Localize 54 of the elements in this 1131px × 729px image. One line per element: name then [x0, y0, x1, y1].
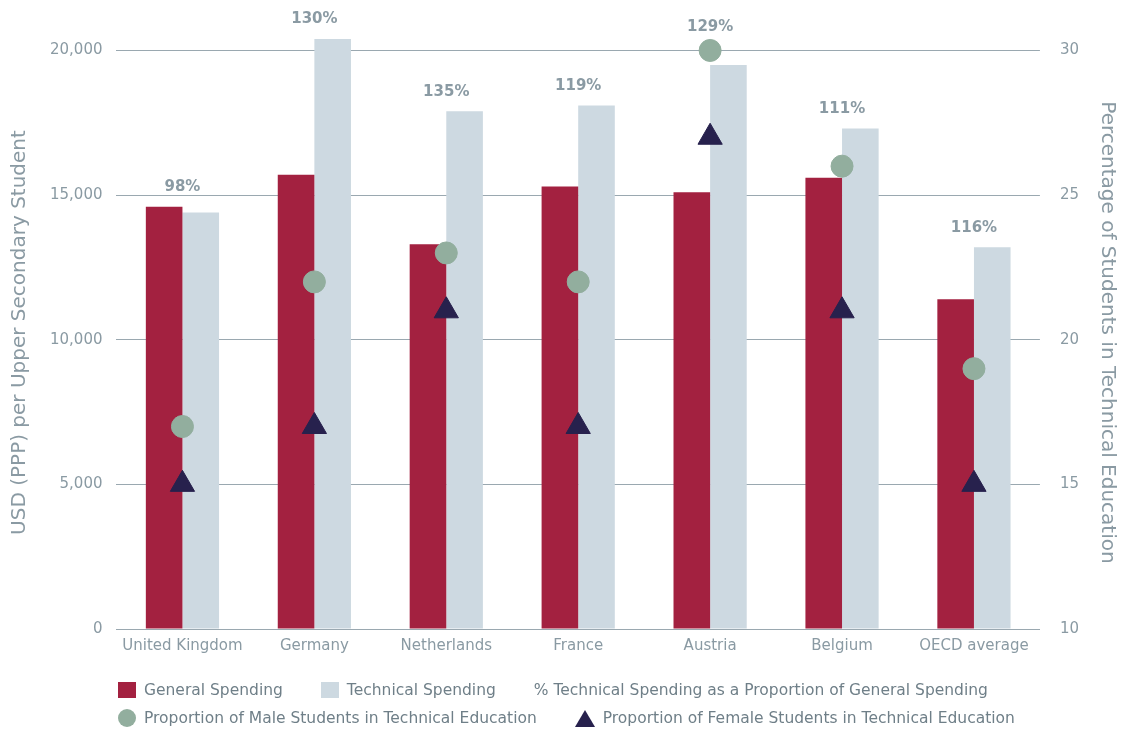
y-tick-label: 10,000 [49, 329, 103, 348]
point [169, 469, 196, 492]
y2-axis-title: Percentage of Students in Technical Education [1096, 101, 1121, 564]
annotation: 116% [950, 217, 998, 236]
annotation: 130% [291, 9, 338, 28]
legend-label: Proportion of Male Students in Technical Education [144, 709, 537, 727]
bar [937, 299, 974, 629]
x-tick-label: Belgium [811, 635, 873, 654]
bar [541, 186, 579, 629]
bar [145, 206, 183, 629]
y2-tick-label: 30 [1059, 40, 1080, 59]
annotation: 129% [686, 16, 734, 35]
y-tick-label: 5,000 [59, 474, 103, 493]
point [830, 154, 854, 178]
point [698, 38, 722, 62]
y2-tick-label: 15 [1059, 474, 1080, 493]
y2-tick-label: 25 [1059, 184, 1080, 203]
point [433, 296, 459, 319]
bar [673, 192, 711, 629]
y-tick-label: 0 [92, 618, 103, 637]
bar [446, 111, 483, 629]
x-tick-label: Netherlands [400, 635, 493, 654]
y2-tick-label: 10 [1059, 618, 1080, 637]
point [961, 469, 987, 492]
x-tick-label: Austria [683, 635, 737, 654]
bar [182, 212, 220, 629]
text: % Technical Spending as a Proportion of General Spending [533, 681, 988, 699]
point [829, 296, 855, 319]
legend-label: Proportion of Female Students in Technical Education [602, 709, 1015, 727]
y-tick-label: 20,000 [49, 40, 103, 59]
bar [842, 128, 879, 629]
bar [578, 105, 615, 629]
point [301, 412, 327, 435]
x-tick-label: Germany [279, 635, 349, 654]
legend-label: General Spending [144, 681, 283, 699]
y2-tick-label: 20 [1059, 329, 1080, 348]
y-tick-label: 15,000 [49, 184, 103, 203]
annotation: 119% [555, 75, 602, 94]
x-tick-label: United Kingdom [122, 635, 243, 654]
legend-label: Technical Spending [346, 681, 496, 699]
point [565, 412, 591, 435]
y-axis-title: USD (PPP) per Upper Secondary Student [6, 129, 31, 535]
bar [409, 244, 447, 629]
point [434, 241, 458, 265]
bar [277, 174, 315, 629]
annotation: 98% [164, 177, 201, 196]
bar [710, 64, 747, 629]
bar [805, 177, 843, 629]
bar [973, 247, 1011, 629]
bar [314, 38, 351, 629]
annotation: 135% [423, 81, 470, 100]
annotation: 111% [818, 98, 866, 117]
x-tick-label: OECD average [919, 635, 1029, 654]
x-tick-label: France [553, 635, 604, 654]
